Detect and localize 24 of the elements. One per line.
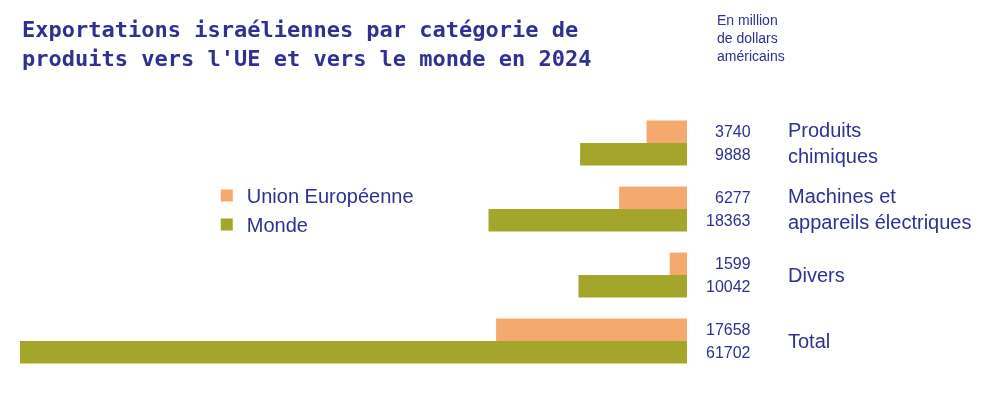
bar — [496, 318, 687, 341]
data-label: 18363 — [706, 212, 751, 229]
bar — [646, 120, 687, 143]
data-label: 61702 — [706, 344, 751, 361]
bar — [669, 252, 687, 275]
bar — [578, 275, 687, 298]
bar — [488, 209, 687, 232]
data-label: 6277 — [715, 189, 751, 206]
data-label: 3740 — [715, 123, 751, 140]
legend-label: Monde — [246, 214, 308, 237]
chart-title: Exportations israéliennes par catégorie de produits vers l'UE et vers le monde en 2024 — [22, 17, 592, 71]
data-label: 10042 — [706, 278, 751, 295]
data-label: 1599 — [715, 255, 751, 272]
legend-label: Union Européenne — [246, 185, 414, 208]
y-tick-label: Divers — [788, 264, 845, 286]
y-tick-label: Total — [788, 330, 831, 352]
y-tick-label: Produits chimiques — [788, 119, 879, 167]
bar — [20, 341, 687, 364]
y-tick-label: Machines et appareils électriques — [788, 185, 972, 233]
bar — [580, 143, 687, 166]
bar — [619, 186, 687, 209]
text: En million de dollars américains — [717, 12, 785, 65]
data-label: 9888 — [715, 146, 751, 163]
data-label: 17658 — [706, 321, 751, 338]
